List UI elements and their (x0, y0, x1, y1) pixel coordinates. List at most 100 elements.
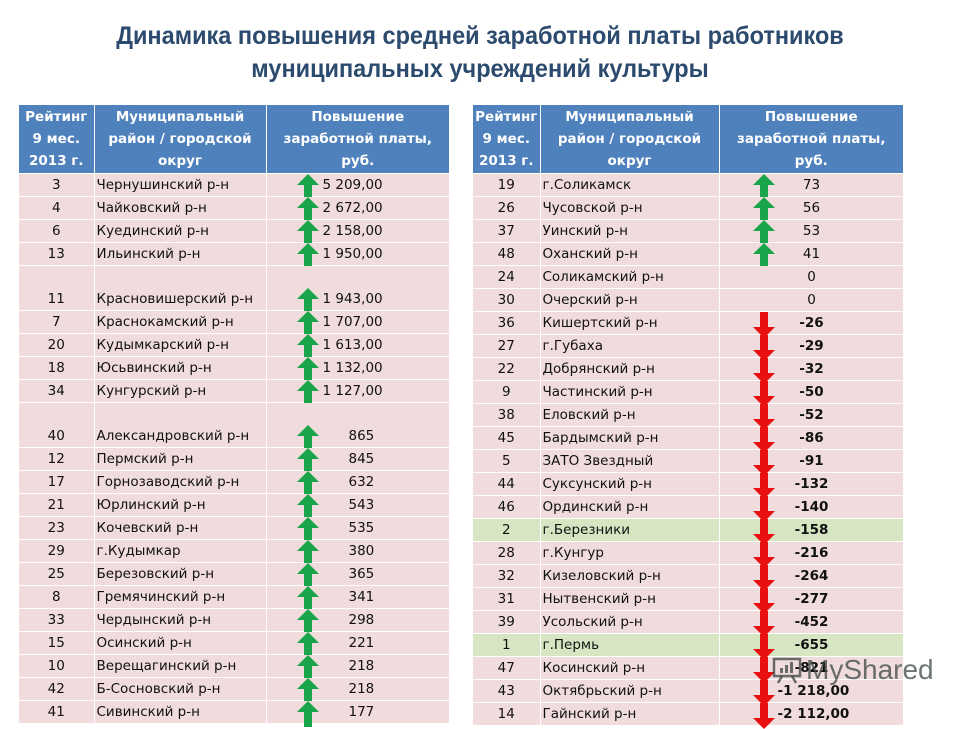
table-row: 15 Осинский р-н 221 (19, 631, 449, 658)
arrow-down-icon (752, 496, 775, 522)
increase-value: 1 950,00 (322, 246, 383, 262)
increase-value: -655 (794, 637, 829, 653)
increase-value: -277 (794, 591, 829, 607)
arrow-down-icon (752, 657, 775, 683)
district-name-cell: Оханский р-н (540, 242, 720, 266)
arrow-down-icon (752, 335, 775, 361)
table-row: 25 Березовский р-н 365 (19, 562, 449, 589)
arrow-down-icon (752, 680, 775, 706)
arrow-up-icon (296, 563, 319, 589)
table-row: 48 Оханский р-н 41 (473, 242, 903, 269)
slide-title: Динамика повышения средней заработной пл… (29, 20, 931, 86)
table-row: 47 Косинский р-н -821 (473, 656, 903, 683)
arrow-up-icon (296, 540, 319, 566)
table-row: 5 ЗАТО Звездный -91 (473, 449, 903, 476)
increase-value: -91 (799, 453, 824, 469)
rank-cell: 21 (19, 493, 95, 517)
district-name-cell: Еловский р-н (540, 403, 720, 427)
rank-cell: 25 (19, 562, 95, 586)
increase-cell: 56 (719, 196, 903, 223)
arrow-up-icon (296, 471, 319, 497)
arrow-up-icon (296, 655, 319, 681)
rank-cell: 24 (473, 265, 541, 289)
increase-value: -452 (794, 614, 829, 630)
increase-value: 2 158,00 (322, 223, 383, 239)
arrow-up-icon (296, 357, 319, 383)
district-name-cell: Александровский р-н (94, 402, 267, 448)
rank-cell: 5 (473, 449, 541, 473)
rank-cell: 34 (19, 379, 95, 403)
table-row: 38 Еловский р-н -52 (473, 403, 903, 430)
district-name-cell: Чердынский р-н (94, 608, 267, 632)
increase-cell: 365 (266, 562, 449, 589)
increase-cell: 380 (266, 539, 449, 566)
column-header-rank: Рейтинг 9 мес. 2013 г. (19, 105, 95, 174)
arrow-up-icon (296, 701, 319, 727)
rank-cell: 19 (473, 173, 541, 197)
increase-cell: -29 (719, 334, 903, 361)
district-name-cell: Куединский р-н (94, 219, 267, 243)
arrow-up-icon (296, 243, 319, 269)
district-name-cell: Верещагинский р-н (94, 654, 267, 678)
arrow-up-icon (296, 632, 319, 658)
district-name-cell: Ординский р-н (540, 495, 720, 519)
arrow-down-icon (752, 381, 775, 407)
rank-cell: 18 (19, 356, 95, 380)
rank-cell: 30 (473, 288, 541, 312)
increase-cell: 1 613,00 (266, 333, 449, 360)
increase-cell: -132 (719, 472, 903, 499)
district-name-cell: Соликамский р-н (540, 265, 720, 289)
rank-cell: 7 (19, 310, 95, 334)
table-row: 39 Усольский р-н -452 (473, 610, 903, 637)
table-row: 3 Чернушинский р-н 5 209,00 (19, 173, 449, 200)
increase-cell: -277 (719, 587, 903, 614)
increase-value: 543 (348, 497, 375, 513)
increase-cell: 0 (719, 288, 903, 312)
increase-value: 56 (802, 200, 821, 216)
district-name-cell: Суксунский р-н (540, 472, 720, 496)
rank-cell: 12 (19, 447, 95, 471)
increase-cell: 845 (266, 447, 449, 474)
increase-value: 5 209,00 (322, 177, 383, 193)
table-row: 41 Сивинский р-н 177 (19, 700, 449, 727)
district-name-cell: Очерский р-н (540, 288, 720, 312)
increase-cell: -91 (719, 449, 903, 476)
arrow-up-icon (752, 197, 775, 223)
arrow-down-icon (752, 450, 775, 476)
increase-value: 0 (807, 292, 816, 308)
increase-cell: -1 218,00 (719, 679, 903, 706)
increase-cell: 341 (266, 585, 449, 612)
district-name-cell: Кочевский р-н (94, 516, 267, 540)
rank-cell: 38 (473, 403, 541, 427)
increase-cell: 1 707,00 (266, 310, 449, 337)
increase-cell: -2 112,00 (719, 702, 903, 729)
district-name-cell: г.Соликамск (540, 173, 720, 197)
district-name-cell: Гайнский р-н (540, 702, 720, 725)
arrow-up-icon (296, 609, 319, 635)
increase-value: -52 (799, 407, 824, 423)
district-name-cell: г.Березники (540, 518, 720, 542)
arrow-down-icon (752, 611, 775, 637)
increase-value: -1 218,00 (777, 683, 850, 699)
increase-cell: 53 (719, 219, 903, 246)
increase-cell: 543 (266, 493, 449, 520)
increase-cell: -26 (719, 311, 903, 338)
district-name-cell: Добрянский р-н (540, 357, 720, 381)
arrow-down-icon (752, 312, 775, 338)
district-name-cell: Красновишерский р-н (94, 265, 267, 311)
rank-cell: 28 (473, 541, 541, 565)
increase-cell: 1 950,00 (266, 242, 449, 269)
increase-cell: 5 209,00 (266, 173, 449, 200)
rank-cell: 45 (473, 426, 541, 450)
increase-cell: 535 (266, 516, 449, 543)
arrow-down-icon (752, 703, 775, 729)
table-row: 30 Очерский р-н 0 (473, 288, 903, 312)
rank-cell: 22 (473, 357, 541, 381)
table-header-row: Рейтинг 9 мес. 2013 г. Муниципальный рай… (19, 105, 449, 174)
rank-cell: 11 (19, 265, 95, 311)
increase-cell: -32 (719, 357, 903, 384)
rank-cell: 29 (19, 539, 95, 563)
rank-cell: 1 (473, 633, 541, 657)
increase-cell: 2 672,00 (266, 196, 449, 223)
column-header-increase: Повышение заработной платы, руб. (719, 105, 903, 174)
